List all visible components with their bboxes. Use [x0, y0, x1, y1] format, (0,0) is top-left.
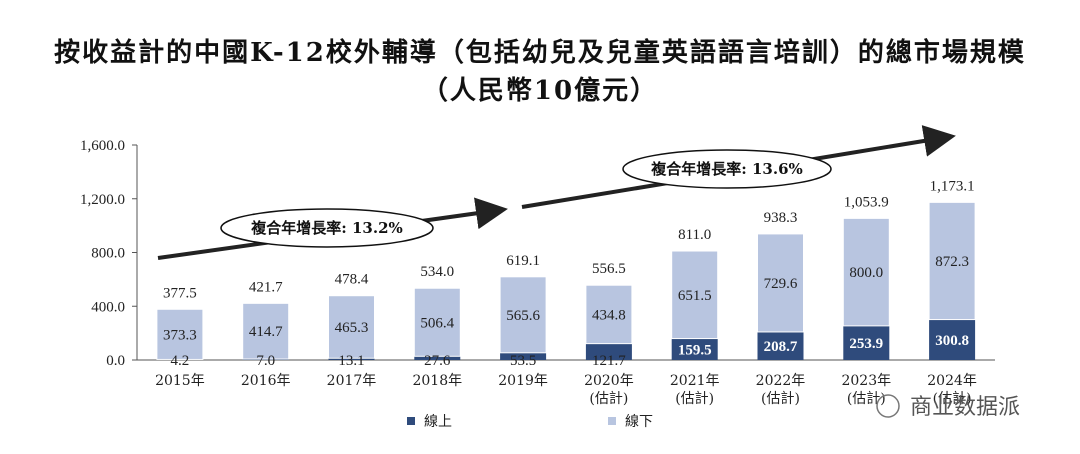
cagr-callout-2 — [622, 149, 832, 189]
wechat-icon — [876, 394, 900, 418]
x-category-label: 2017年 — [327, 373, 377, 389]
bar-offline — [499, 276, 547, 354]
y-tick-label: 400.0 — [91, 299, 125, 315]
bar-offline — [757, 233, 804, 333]
bar-online — [843, 325, 890, 360]
total-label: 478.4 — [335, 272, 369, 288]
chart-subtitle-unit: （人民幣10億元） — [421, 76, 659, 106]
total-label: 534.0 — [420, 264, 454, 280]
bar-offline — [585, 284, 633, 345]
total-label: 556.5 — [592, 261, 626, 277]
x-category-label: 2019年 — [498, 373, 548, 389]
legend-label-online: 線上 — [424, 414, 452, 430]
x-category-label: 2024年 — [927, 373, 977, 389]
bar-online — [757, 331, 804, 360]
legend-swatch-offline — [608, 417, 616, 425]
offline-value-label: 434.8 — [592, 307, 626, 323]
bar-offline — [928, 201, 976, 321]
bar-offline — [242, 302, 290, 360]
online-value-label: 7.0 — [256, 353, 275, 369]
online-value-label: 159.5 — [678, 342, 712, 358]
bar-online — [328, 358, 375, 360]
x-category-label: 2021年 — [670, 373, 720, 389]
x-category-label: 2015年 — [155, 373, 205, 389]
total-label: 811.0 — [678, 227, 711, 243]
x-category-label: 2016年 — [241, 373, 291, 389]
offline-value-label: 872.3 — [935, 254, 969, 270]
online-value-label: 253.9 — [849, 336, 883, 352]
online-value-label: 208.7 — [764, 339, 798, 355]
bar-offline — [413, 287, 461, 357]
offline-value-label: 800.0 — [849, 265, 883, 281]
bar-online — [414, 356, 461, 360]
bar-offline — [156, 308, 204, 360]
offline-value-label: 651.5 — [678, 288, 712, 304]
total-label: 619.1 — [506, 253, 540, 269]
online-value-label: 300.8 — [935, 333, 969, 349]
bar-offline — [328, 295, 375, 359]
online-value-label: 13.1 — [338, 353, 364, 369]
cagr-callout-1 — [220, 208, 434, 248]
total-label: 421.7 — [249, 279, 283, 295]
y-tick-label: 1,600.0 — [80, 138, 125, 154]
x-category-label: 2020年 — [584, 373, 634, 389]
x-category-label: (估計) — [675, 391, 714, 407]
bar-online — [585, 343, 632, 360]
chart-title: 按收益計的中國K-12校外輔導（包括幼兒及兒童英語語言培訓）的總市場規模 — [54, 38, 1026, 68]
bar-online — [929, 319, 976, 360]
total-label: 377.5 — [163, 285, 197, 301]
total-label: 1,053.9 — [844, 194, 889, 210]
x-category-label: 2023年 — [841, 373, 891, 389]
x-category-label: 2018年 — [412, 373, 462, 389]
watermark-text: 商业数据派 — [910, 395, 1020, 420]
online-value-label: 4.2 — [171, 353, 190, 369]
legend-label-offline: 線下 — [625, 414, 653, 430]
bar-offline — [842, 217, 890, 327]
bar-offline — [671, 250, 719, 340]
bar-online — [500, 352, 547, 360]
offline-value-label: 465.3 — [335, 320, 369, 336]
x-category-label: (估計) — [847, 391, 886, 407]
legend-swatch-online — [407, 417, 415, 425]
offline-value-label: 373.3 — [163, 327, 197, 343]
y-tick-label: 800.0 — [91, 246, 125, 262]
x-category-label: (估計) — [589, 391, 628, 407]
online-value-label: 27.6 — [424, 353, 451, 369]
offline-value-label: 506.4 — [420, 315, 454, 331]
online-value-label: 53.5 — [510, 353, 536, 369]
offline-value-label: 565.6 — [506, 308, 540, 324]
bar-online — [671, 338, 718, 360]
x-category-label: (估計) — [933, 391, 972, 407]
offline-value-label: 729.6 — [764, 276, 798, 292]
offline-value-label: 414.7 — [249, 324, 283, 340]
online-value-label: 121.7 — [592, 353, 626, 369]
x-category-label: (估計) — [761, 391, 800, 407]
total-label: 938.3 — [764, 210, 798, 226]
y-tick-label: 0.0 — [106, 353, 125, 369]
y-tick-label: 1,200.0 — [80, 192, 125, 208]
x-category-label: 2022年 — [756, 373, 806, 389]
total-label: 1,173.1 — [930, 178, 975, 194]
cagr-label-2: 複合年增長率: 13.6% — [650, 160, 803, 178]
cagr-label-1: 複合年增長率: 13.2% — [250, 219, 403, 237]
